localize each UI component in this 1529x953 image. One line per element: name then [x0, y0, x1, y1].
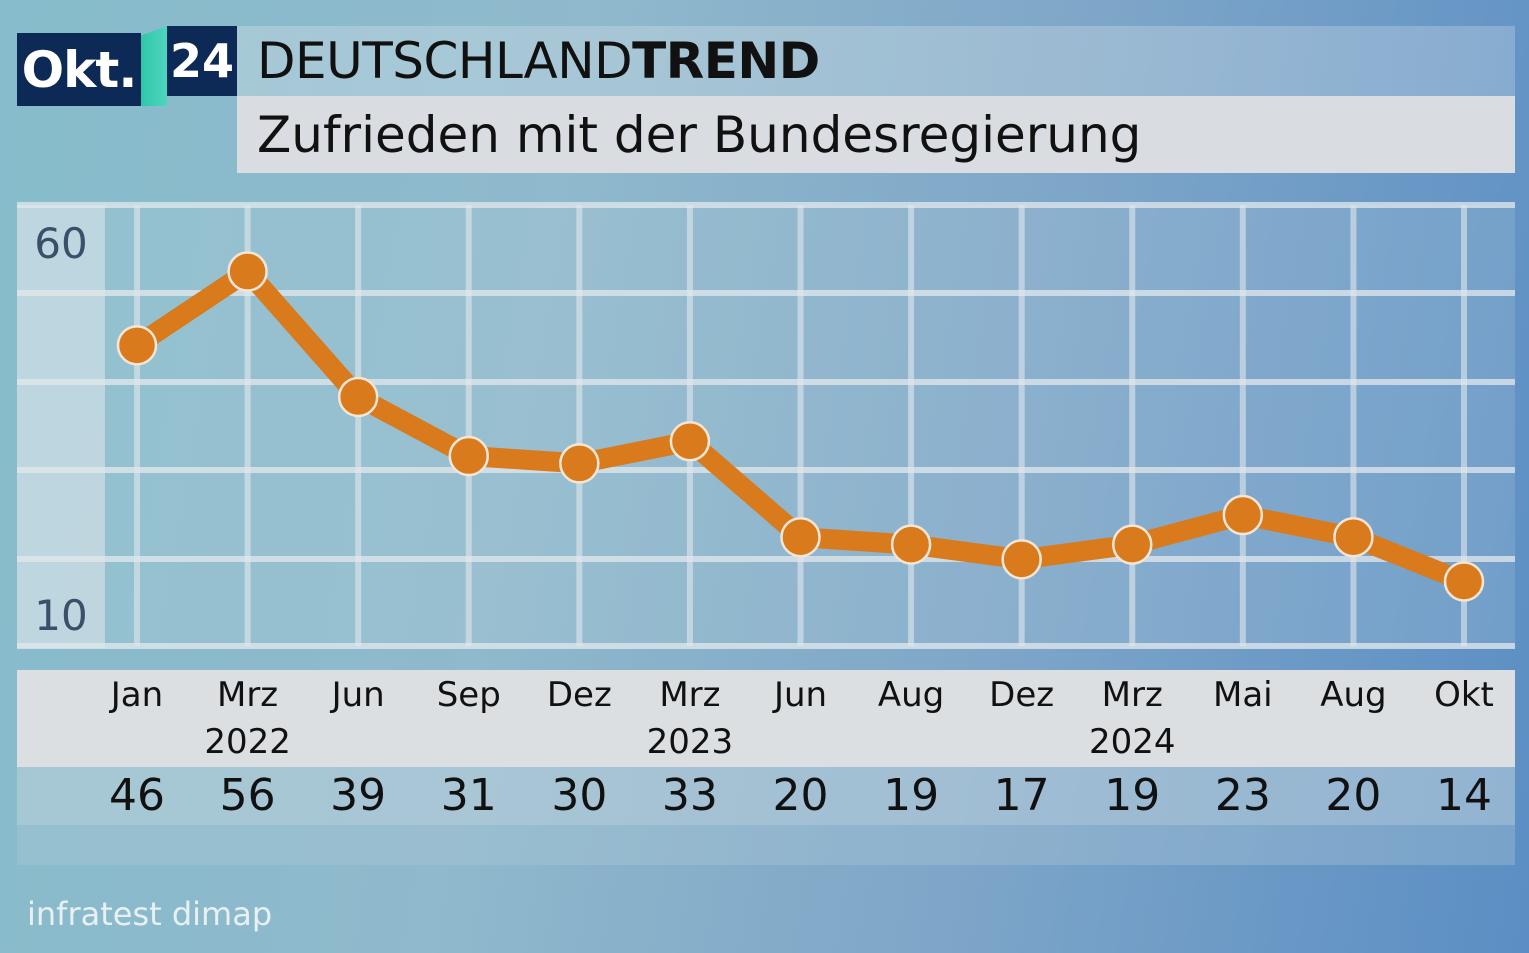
bottom-panel — [17, 825, 1515, 865]
value-panel — [17, 767, 1515, 825]
data-point — [1222, 494, 1264, 536]
data-value-label: 23 — [1214, 770, 1271, 821]
x-tick-label: Mrz — [659, 675, 721, 715]
data-point — [1001, 539, 1042, 580]
data-value-label: 56 — [219, 770, 276, 821]
brand-title-bold: TREND — [632, 32, 820, 90]
data-point — [1443, 561, 1485, 602]
brand-title: DEUTSCHLAND TREND — [237, 26, 1515, 96]
data-point — [669, 421, 711, 462]
data-point — [780, 516, 821, 558]
badge-month: Okt. — [17, 33, 141, 106]
data-value-label: 20 — [1325, 770, 1382, 821]
data-point — [116, 325, 158, 366]
data-point — [559, 443, 600, 484]
data-value-label: 31 — [440, 770, 497, 821]
x-tick-label: Mrz — [216, 675, 279, 715]
x-tick-label: Dez — [989, 675, 1055, 715]
data-value-label: 33 — [661, 770, 718, 821]
series-points — [116, 251, 1485, 602]
badge-accent-stripe — [141, 26, 167, 106]
x-tick-label: Mrz — [1101, 675, 1163, 715]
x-tick-label: Mai — [1213, 675, 1273, 715]
y-axis-panel — [17, 205, 105, 648]
data-value-label: 20 — [772, 770, 829, 821]
x-tick-label: Jun — [331, 675, 385, 715]
data-value-label: 39 — [330, 770, 387, 821]
x-year-label: 2024 — [1088, 722, 1176, 762]
x-tick-label: Aug — [1320, 675, 1387, 715]
x-tick-label: Aug — [877, 675, 945, 715]
data-point — [1112, 524, 1153, 565]
data-point — [890, 524, 932, 565]
data-value-label: 30 — [551, 770, 608, 821]
source-credit: infratest dimap — [27, 895, 273, 933]
x-year-label: 2023 — [646, 722, 734, 762]
grid — [17, 202, 1515, 649]
data-value-label: 19 — [883, 770, 940, 821]
data-value-label: 19 — [1104, 770, 1161, 821]
data-value-label: 14 — [1436, 770, 1492, 821]
x-tick-label: Dez — [546, 675, 612, 715]
chart-title: Zufrieden mit der Bundesregierung — [237, 96, 1515, 173]
x-label-panel — [17, 670, 1515, 767]
badge-year: 24 — [167, 26, 237, 96]
x-tick-label: Okt — [1434, 675, 1494, 715]
y-tick-label: 60 — [34, 219, 87, 268]
x-tick-label: Jan — [110, 675, 164, 715]
data-point — [1333, 516, 1374, 558]
x-tick-label: Jun — [773, 675, 828, 715]
y-tick-label: 10 — [34, 591, 87, 640]
x-tick-label: Sep — [436, 675, 501, 715]
data-point — [448, 435, 489, 477]
brand-title-light: DEUTSCHLAND — [257, 32, 633, 90]
data-point — [337, 376, 379, 418]
data-value-label: 46 — [109, 770, 165, 821]
data-value-label: 17 — [993, 770, 1050, 821]
x-year-label: 2022 — [204, 722, 291, 762]
data-point — [227, 251, 268, 292]
